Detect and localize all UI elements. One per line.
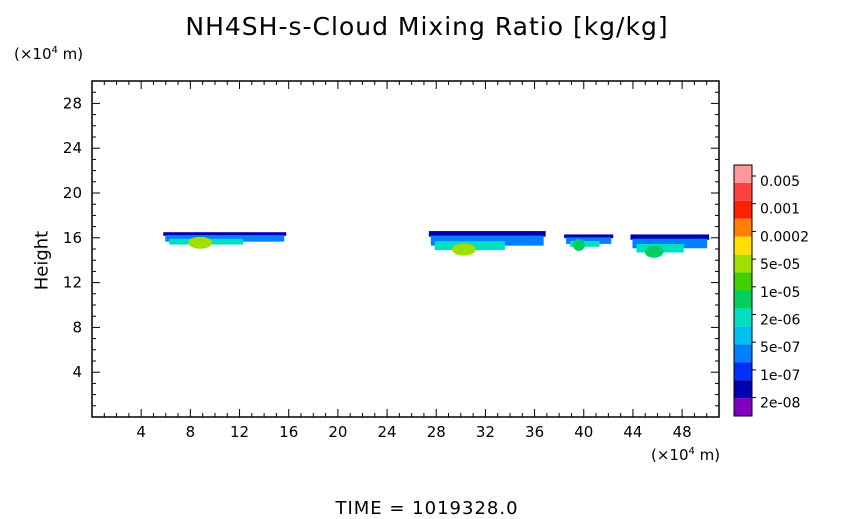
colorbar-segment [734,380,752,399]
colorbar-segment [734,290,752,309]
cloud-patch-mid [632,238,708,249]
colorbar-segment [734,326,752,345]
x-tick-label: 48 [673,423,692,441]
x-tick-label: 32 [476,423,495,441]
colorbar-label: 0.001 [760,202,800,218]
cloud-patch-core [644,245,664,258]
x-tick-label: 12 [230,423,249,441]
colorbar-segment [734,182,752,201]
y-tick-label: 16 [63,229,82,247]
x-tick-label: 24 [378,423,397,441]
colorbar-segment [734,308,752,327]
x-tick-label: 36 [525,423,544,441]
cloud-patch-top [163,232,287,236]
cloud-patch-top [564,234,614,239]
colorbar-segment [734,165,752,183]
x-tick-label: 28 [427,423,446,441]
colorbar-segment [734,200,752,219]
colorbar-label: 0.005 [760,174,800,190]
cloud-patch-core [188,236,213,249]
colorbar-segment [734,218,752,237]
chart-title: NH4SH-s-Cloud Mixing Ratio [kg/kg] [185,12,669,41]
y-tick-label: 12 [63,274,82,292]
colorbar-label: 1e-07 [760,368,800,384]
x-axis-unit: (×104 m) [651,446,721,464]
colorbar-label: 1e-05 [760,285,800,301]
colorbar-label: 5e-07 [760,340,800,356]
time-footer: TIME = 1019328.0 [335,498,519,519]
x-tick-label: 20 [328,423,347,441]
y-tick-label: 8 [72,318,82,336]
plot-frame [91,80,720,418]
cloud-patch-mid [566,237,612,244]
colorbar-segment [734,272,752,291]
colorbar-segment [734,362,752,381]
cloud-patch-top [630,234,710,240]
y-axis-unit: (×104 m) [14,45,84,63]
colorbar-frame [733,164,753,417]
y-tick-label: 24 [63,139,82,157]
colorbar-segment [734,344,752,363]
y-tick-label: 4 [72,363,82,381]
x-tick-label: 44 [623,423,642,441]
y-tick-label: 20 [63,184,82,202]
cloud-patch-top [428,231,546,237]
x-tick-label: 4 [136,423,146,441]
cloud-patch-core [451,243,476,256]
colorbar-label: 0.0002 [760,229,809,245]
cloud-patch-mid [165,235,285,242]
colorbar-label: 5e-05 [760,257,800,273]
colorbar-segment [734,254,752,273]
x-tick-label: 40 [574,423,593,441]
colorbar-label: 2e-06 [760,313,800,329]
cloud-patch-body [570,240,600,247]
colorbar-label: 2e-08 [760,396,800,412]
cloud-patch-core [572,239,585,251]
y-tick-label: 28 [63,94,82,112]
x-tick-label: 16 [279,423,298,441]
cloud-patch-mid [430,235,544,246]
x-tick-label: 8 [186,423,196,441]
colorbar-segment [734,398,752,416]
colorbar-segment [734,236,752,255]
